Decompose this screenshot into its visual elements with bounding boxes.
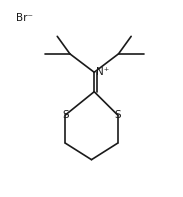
Text: S: S: [114, 110, 121, 120]
Text: Br⁻: Br⁻: [16, 13, 33, 23]
Text: S: S: [62, 110, 69, 120]
Text: N⁺: N⁺: [96, 67, 109, 77]
